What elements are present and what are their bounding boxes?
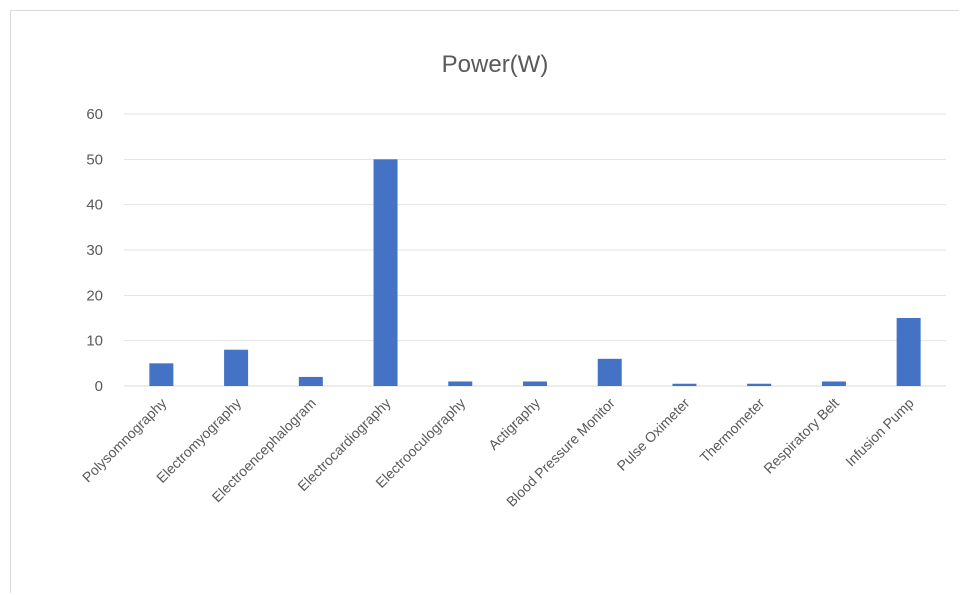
y-tick-label: 40 xyxy=(86,197,103,214)
bar xyxy=(373,159,398,386)
bar xyxy=(149,363,174,386)
bar xyxy=(896,318,921,386)
x-tick-label: Actigraphy xyxy=(485,395,543,453)
x-tick-label: Respiratory Belt xyxy=(760,395,842,477)
y-tick-label: 0 xyxy=(95,378,103,395)
bar xyxy=(523,381,547,386)
y-tick-label: 20 xyxy=(86,287,103,304)
x-tick-label: Pulse Oximeter xyxy=(614,395,693,474)
y-tick-label: 60 xyxy=(86,106,103,123)
x-tick-label: Thermometer xyxy=(697,395,768,466)
y-axis-ticks: 0 10 20 30 40 50 60 xyxy=(86,106,103,395)
x-axis-labels: PolysomnographyElectromyographyElectroen… xyxy=(79,395,917,510)
bars xyxy=(149,159,921,386)
bar xyxy=(298,376,323,386)
gridlines xyxy=(124,113,946,387)
chart-title: Power(W) xyxy=(442,51,549,78)
bar xyxy=(224,349,249,386)
bar xyxy=(448,381,473,386)
bar xyxy=(747,383,772,386)
x-tick-label: Infusion Pump xyxy=(842,395,917,470)
bar xyxy=(821,381,846,386)
y-tick-label: 10 xyxy=(86,333,103,350)
bar xyxy=(597,358,622,386)
bar xyxy=(672,383,697,386)
chart-frame xyxy=(10,10,959,593)
y-tick-label: 30 xyxy=(86,242,103,259)
y-tick-label: 50 xyxy=(86,151,103,168)
